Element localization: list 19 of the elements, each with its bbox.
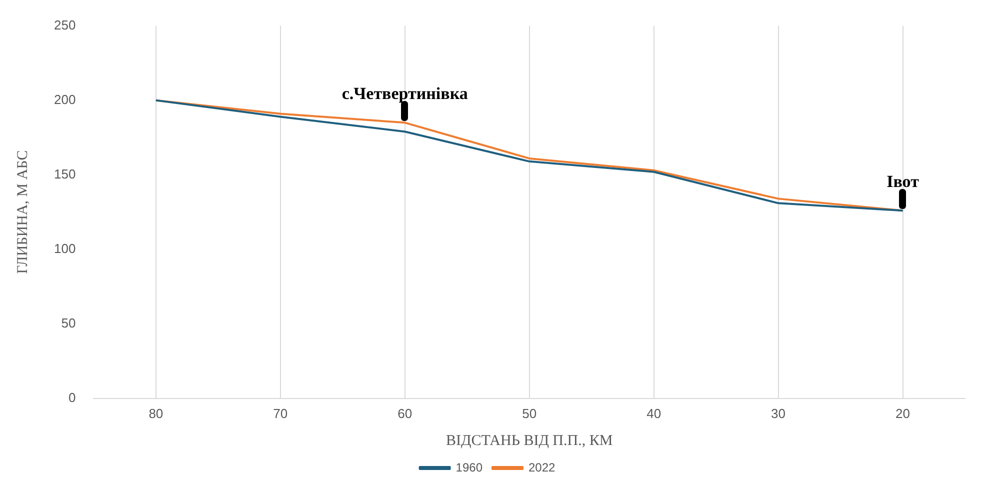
y-tick-label: 150: [54, 166, 76, 182]
legend-label: 2022: [528, 460, 556, 474]
annotation: с.Четвертинівка: [342, 84, 468, 104]
y-axis-title: ГЛИБИНА, М АБС: [14, 150, 31, 274]
x-tick-label: 80: [148, 406, 164, 421]
x-tick-label: 20: [896, 406, 910, 421]
y-tick-label: 0: [68, 390, 76, 405]
annotation: Івот: [886, 172, 920, 191]
x-axis-title: ВІДСТАНЬ ВІД П.П., КМ: [446, 432, 613, 449]
y-tick-label: 250: [54, 17, 76, 32]
y-tick-label: 200: [54, 92, 76, 107]
x-tick-label: 50: [522, 406, 537, 421]
y-tick-label: 100: [54, 240, 76, 256]
legend-label: 1960: [456, 460, 483, 474]
x-tick-label: 70: [273, 406, 288, 421]
x-tick-label: 60: [398, 406, 412, 421]
x-tick-label: 30: [771, 406, 786, 421]
x-tick-label: 40: [646, 406, 662, 421]
y-tick-label: 50: [61, 315, 76, 330]
